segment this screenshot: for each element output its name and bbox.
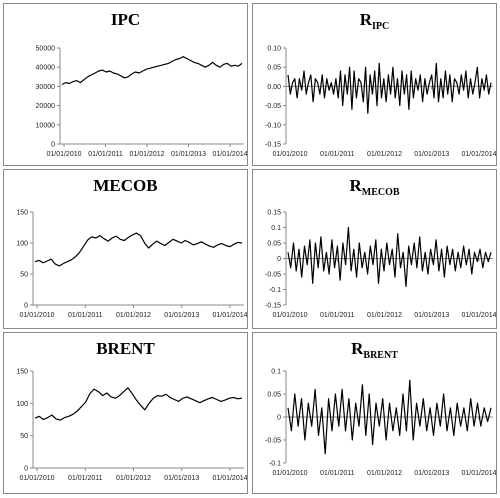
y-tick-label: 0.1 bbox=[271, 225, 281, 232]
x-tick-label: 01/01/2014 bbox=[212, 151, 247, 158]
x-tick-label: 01/01/2013 bbox=[164, 312, 199, 319]
y-tick-label: -0.15 bbox=[265, 303, 281, 310]
y-tick-label: -0.15 bbox=[265, 142, 281, 149]
x-tick-label: 01/01/2014 bbox=[461, 151, 496, 158]
y-tick-label: 0.05 bbox=[267, 392, 281, 399]
chart-title-main: R bbox=[351, 339, 364, 358]
chart-svg: 0.1 0.05 0 -0.05 -0.1 01/01/2010 01/01/2011 01/… bbox=[265, 369, 496, 478]
chart-title: BRENT bbox=[4, 339, 247, 359]
chart-title: IPC bbox=[4, 10, 247, 30]
y-tick-label: 0.1 bbox=[271, 369, 281, 376]
x-tick-label: 01/01/2012 bbox=[129, 151, 164, 158]
y-tick-label: 40000 bbox=[36, 65, 56, 72]
y-tick-label: 0.05 bbox=[267, 65, 281, 72]
x-tick-label: 01/01/2010 bbox=[272, 151, 307, 158]
x-tick-label: 01/01/2010 bbox=[19, 475, 54, 482]
chart-title: MECOB bbox=[4, 176, 247, 196]
y-tick-label: 0 bbox=[51, 142, 55, 149]
x-tick-label: 01/01/2012 bbox=[367, 151, 402, 158]
x-tick-label: 01/01/2011 bbox=[88, 151, 123, 158]
chart-svg: 50000 40000 30000 20000 10000 0 01/01/2010 01/0… bbox=[36, 46, 247, 159]
panel-ipc: IPC 50000 40000 30000 20000 10000 0 01/01/2010 0… bbox=[3, 3, 248, 166]
y-tick-label: 50 bbox=[20, 272, 28, 279]
y-tick-label: 100 bbox=[16, 401, 28, 408]
x-tick-label: 01/01/2011 bbox=[68, 475, 103, 482]
chart-title-sub: BRENT bbox=[363, 350, 398, 361]
y-tick-label: -0.1 bbox=[269, 461, 281, 468]
x-tick-label: 01/01/2013 bbox=[171, 151, 206, 158]
x-tick-label: 01/01/2012 bbox=[116, 312, 151, 319]
x-tick-label: 01/01/2014 bbox=[212, 312, 247, 319]
chart-title-sub: MECOB bbox=[361, 187, 400, 198]
x-tick-label: 01/01/2014 bbox=[461, 470, 496, 477]
series-line bbox=[287, 62, 492, 114]
y-tick-label: 0.00 bbox=[267, 84, 281, 91]
y-tick-label: 30000 bbox=[36, 84, 56, 91]
x-tick-label: 01/01/2012 bbox=[116, 475, 151, 482]
chart-title-main: R bbox=[359, 10, 373, 29]
x-tick-label: 01/01/2011 bbox=[320, 151, 355, 158]
x-tick-label: 01/01/2010 bbox=[46, 151, 81, 158]
chart-title: RMECOB bbox=[253, 176, 496, 198]
x-tick-label: 01/01/2012 bbox=[367, 312, 402, 319]
chart-title-main: BRENT bbox=[96, 339, 155, 358]
x-tick-label: 01/01/2010 bbox=[272, 312, 307, 319]
y-tick-label: -0.05 bbox=[265, 438, 281, 445]
x-tick-label: 01/01/2013 bbox=[414, 312, 449, 319]
y-tick-label: 20000 bbox=[36, 103, 56, 110]
x-tick-label: 01/01/2011 bbox=[320, 470, 355, 477]
panel-ripc: RIPC 0.10 0.05 0.00 -0.05 -0.10 -0.15 01/01/201… bbox=[252, 3, 497, 166]
x-tick-label: 01/01/2013 bbox=[414, 470, 449, 477]
chart-title-main: R bbox=[349, 176, 362, 195]
chart-title-main: MECOB bbox=[93, 176, 158, 195]
x-tick-label: 01/01/2010 bbox=[19, 312, 54, 319]
x-tick-label: 01/01/2011 bbox=[68, 312, 103, 319]
y-tick-label: -0.05 bbox=[265, 272, 281, 279]
y-tick-label: -0.1 bbox=[269, 287, 281, 294]
y-tick-label: 10000 bbox=[36, 122, 56, 129]
x-tick-label: 01/01/2013 bbox=[414, 151, 449, 158]
x-tick-label: 01/01/2010 bbox=[272, 470, 307, 477]
series-line bbox=[61, 55, 243, 86]
chart-title-sub: IPC bbox=[372, 21, 390, 32]
chart-title: RBRENT bbox=[253, 339, 496, 361]
chart-title: RIPC bbox=[253, 10, 496, 32]
y-tick-label: 0 bbox=[277, 256, 281, 263]
y-tick-label: 0 bbox=[24, 466, 28, 473]
x-tick-label: 01/01/2011 bbox=[320, 312, 355, 319]
panel-brent: BRENT 150 100 50 0 01/01/2010 01/01/2011 01/01/… bbox=[3, 332, 248, 494]
series-line bbox=[34, 387, 243, 421]
series-line bbox=[287, 226, 492, 288]
y-tick-label: 0 bbox=[24, 303, 28, 310]
y-tick-label: 0.10 bbox=[267, 46, 281, 53]
chart-svg: 0.15 0.1 0.05 0 -0.05 -0.1 -0.15 01/01/2010 01/0… bbox=[265, 210, 496, 320]
series-line bbox=[287, 379, 492, 455]
y-tick-label: 150 bbox=[16, 369, 28, 376]
x-tick-label: 01/01/2014 bbox=[212, 475, 247, 482]
y-tick-label: 50 bbox=[20, 433, 28, 440]
chart-svg: 150 100 50 0 01/01/2010 01/01/2011 01/01/2012 0… bbox=[16, 210, 247, 320]
chart-svg: 0.10 0.05 0.00 -0.05 -0.10 -0.15 01/01/2010 01/… bbox=[265, 46, 496, 159]
panel-rbrent: RBRENT 0.1 0.05 0 -0.05 -0.1 01/01/2010 01/01/2… bbox=[252, 332, 497, 494]
x-tick-label: 01/01/2014 bbox=[461, 312, 496, 319]
chart-title-main: IPC bbox=[110, 10, 141, 29]
y-tick-label: 100 bbox=[16, 241, 28, 248]
x-tick-label: 01/01/2012 bbox=[367, 470, 402, 477]
y-tick-label: 0.15 bbox=[267, 210, 281, 217]
chart-svg: 150 100 50 0 01/01/2010 01/01/2011 01/01/2012 0… bbox=[16, 369, 247, 483]
y-tick-label: 50000 bbox=[36, 46, 56, 53]
series-line bbox=[34, 232, 243, 267]
panel-rmecob: RMECOB 0.15 0.1 0.05 0 -0.05 -0.1 -0.15 01/01/20… bbox=[252, 169, 497, 329]
y-tick-label: -0.05 bbox=[265, 103, 281, 110]
y-tick-label: 0 bbox=[277, 415, 281, 422]
y-tick-label: 150 bbox=[16, 210, 28, 217]
x-tick-label: 01/01/2013 bbox=[164, 475, 199, 482]
panel-mecob: MECOB 150 100 50 0 01/01/2010 01/01/2011 01/01/… bbox=[3, 169, 248, 329]
y-tick-label: -0.10 bbox=[265, 122, 281, 129]
y-tick-label: 0.05 bbox=[267, 241, 281, 248]
